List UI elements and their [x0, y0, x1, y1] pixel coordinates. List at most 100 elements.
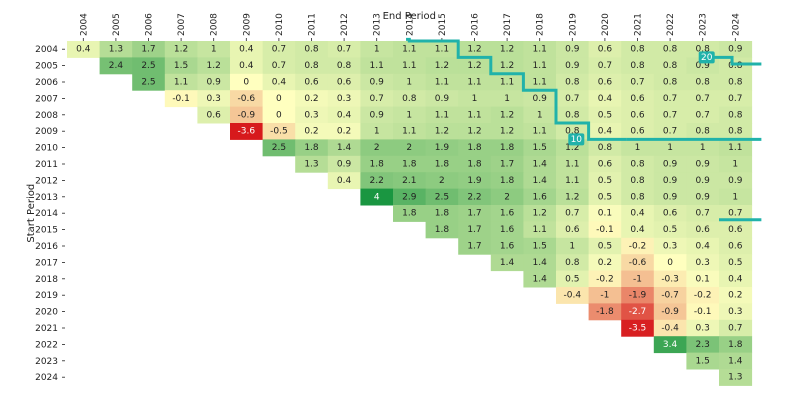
heatmap-cell	[621, 139, 655, 157]
heatmap-cell	[197, 90, 231, 108]
heatmap-cell	[686, 90, 720, 108]
y-tick-label: 2006	[35, 78, 58, 88]
heatmap-cell	[490, 106, 524, 124]
cell-value-label: 0.7	[337, 45, 351, 55]
heatmap-cell	[719, 155, 753, 173]
heatmap-cell	[686, 221, 720, 239]
heatmap-cell	[719, 106, 753, 124]
cell-value-label: 0.9	[370, 110, 385, 120]
cell-value-label: 0.1	[696, 274, 710, 284]
heatmap-cell	[686, 73, 720, 91]
cell-value-label: 0.6	[696, 225, 711, 235]
cell-value-label: 0.4	[337, 110, 352, 120]
cell-value-label: 0.4	[630, 225, 645, 235]
cell-value-label: 0.9	[728, 176, 743, 186]
cell-value-label: 0.9	[565, 45, 580, 55]
contour-label: 20	[701, 53, 713, 63]
cell-value-label: 2	[374, 143, 380, 153]
heatmap-cell	[295, 41, 329, 58]
heatmap-cell	[327, 41, 361, 58]
cell-value-label: 0.4	[598, 127, 613, 137]
heatmap-cell	[425, 188, 459, 206]
contour-label-box	[568, 133, 585, 146]
cell-value-label: 0	[667, 258, 673, 268]
cell-value-label: 0.7	[565, 209, 579, 219]
cell-value-label: 0.7	[663, 110, 677, 120]
x-tick-label: 2012	[340, 13, 350, 36]
cell-value-label: 0	[243, 78, 249, 88]
cell-value-label: 1.1	[533, 127, 547, 137]
cell-value-label: 0.8	[728, 110, 743, 120]
cell-value-label: 1	[667, 143, 673, 153]
heatmap-cell	[458, 139, 492, 157]
heatmap-cell	[360, 57, 394, 75]
cell-value-label: 2.5	[141, 61, 155, 71]
cell-value-label: 1	[732, 160, 738, 170]
x-tick-label: 2024	[731, 13, 741, 36]
cell-value-label: 0.8	[337, 61, 352, 71]
cell-value-label: 0.9	[663, 176, 678, 186]
cell-value-label: 0.6	[630, 94, 645, 104]
y-tick-label: 2012	[35, 176, 58, 186]
heatmap-cell	[556, 172, 590, 190]
heatmap-cell	[230, 57, 264, 75]
heatmap-cell	[653, 303, 687, 321]
heatmap-cell	[621, 41, 655, 58]
heatmap-cell	[719, 221, 753, 239]
cell-value-label: 2.4	[109, 61, 124, 71]
heatmap-cell	[556, 106, 590, 124]
cell-value-label: -0.9	[661, 307, 679, 317]
heatmap-cell	[132, 57, 166, 75]
cell-value-label: 1.3	[109, 45, 123, 55]
cell-value-label: 0.8	[565, 127, 580, 137]
cell-value-label: -1	[633, 274, 642, 284]
cell-value-label: 0.1	[598, 209, 612, 219]
heatmap-cell	[230, 73, 264, 91]
cell-value-label: 1	[569, 242, 575, 252]
heatmap-cell	[719, 254, 753, 272]
x-tick-label: 2020	[601, 13, 611, 36]
heatmap-cell	[719, 123, 753, 140]
heatmap-cell	[164, 57, 198, 75]
heatmap-cell	[132, 41, 166, 58]
cell-value-label: -0.2	[596, 274, 614, 284]
cell-value-label: 0.6	[630, 127, 645, 137]
heatmap-cell	[490, 237, 524, 255]
cell-value-label: 0.9	[696, 192, 711, 202]
cell-value-label: 0.3	[663, 242, 677, 252]
cell-value-label: 1.2	[467, 45, 481, 55]
heatmap-cell	[588, 205, 622, 222]
cell-value-label: 0.6	[207, 110, 222, 120]
heatmap-cell	[653, 73, 687, 91]
cell-value-label: 2.5	[272, 143, 286, 153]
heatmap-cell	[523, 106, 557, 124]
heatmap-cell	[262, 57, 296, 75]
cell-value-label: 1.1	[533, 225, 547, 235]
y-axis-title: Start Period	[26, 184, 37, 243]
y-tick-label: 2005	[35, 62, 58, 72]
heatmap-cell	[490, 123, 524, 140]
cell-value-label: 0.9	[696, 176, 711, 186]
heatmap-cell	[327, 106, 361, 124]
heatmap-cell	[588, 57, 622, 75]
heatmap-cell	[719, 73, 753, 91]
cell-value-label: 0.3	[696, 324, 710, 334]
heatmap-cell	[523, 155, 557, 173]
heatmap-cell	[719, 369, 753, 386]
cell-value-label: 0.7	[728, 209, 742, 219]
cell-value-label: 1.2	[174, 45, 188, 55]
cell-value-label: 1.2	[565, 143, 579, 153]
cell-value-label: -0.3	[661, 274, 679, 284]
x-tick-label: 2021	[634, 13, 644, 36]
heatmap-cell	[523, 237, 557, 255]
cell-value-label: 1.1	[174, 78, 188, 88]
heatmap-cell	[686, 155, 720, 173]
heatmap-cell	[458, 57, 492, 75]
heatmap-cell	[556, 270, 590, 288]
cell-value-label: 0.8	[696, 45, 711, 55]
heatmap-cell	[653, 221, 687, 239]
heatmap-cell	[490, 254, 524, 272]
cell-value-label: 2	[406, 143, 412, 153]
cell-value-label: 0.7	[696, 110, 710, 120]
heatmap-cell	[621, 188, 655, 206]
